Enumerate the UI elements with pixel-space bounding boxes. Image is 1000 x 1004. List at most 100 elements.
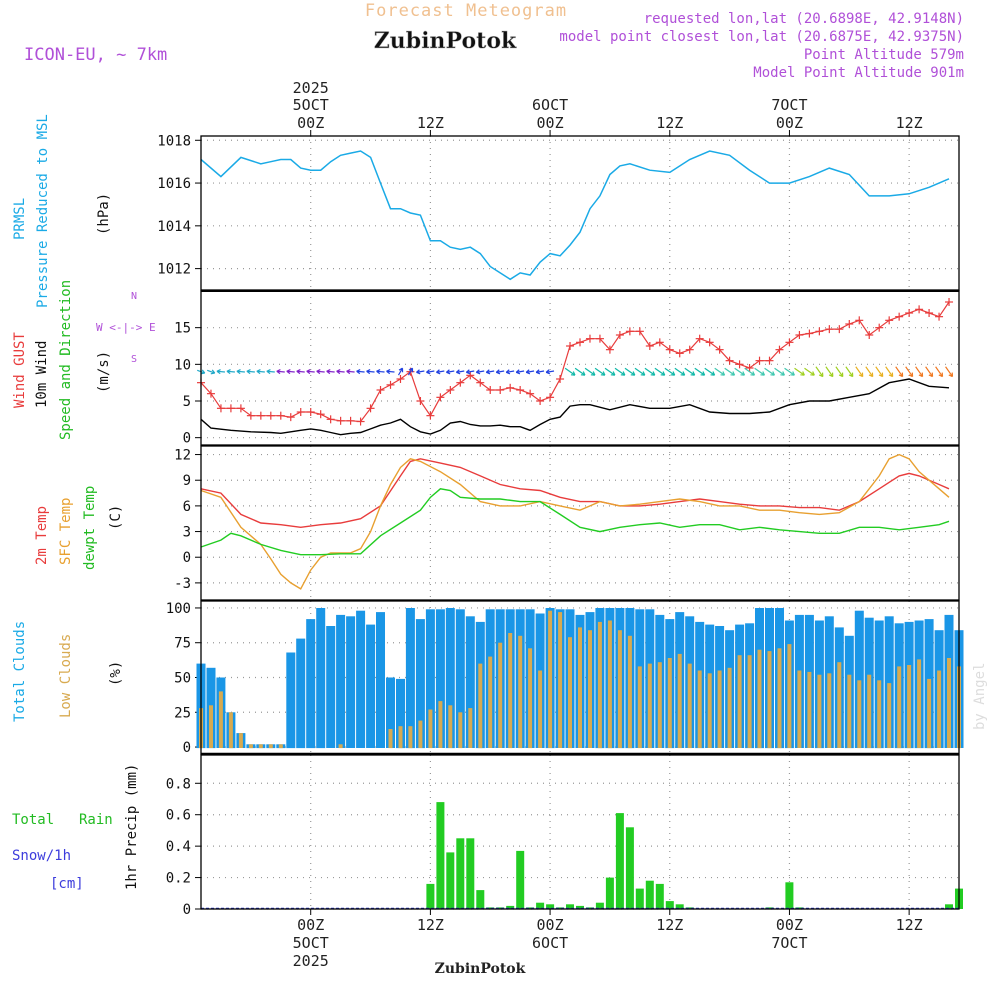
- low-cloud-bar: [438, 701, 442, 748]
- low-cloud-bar: [768, 651, 772, 748]
- low-cloud-bar: [867, 675, 871, 748]
- precip-label-axis: 1hr Precip (mm): [124, 764, 140, 890]
- precip-ytick-label: 0.8: [166, 776, 191, 792]
- low-cloud-bar: [797, 671, 801, 749]
- top-tick-hour: 12Z: [896, 114, 923, 132]
- bottom-tick-date: 7OCT: [771, 934, 807, 952]
- credit-watermark: by Angel: [972, 663, 988, 730]
- requested-coords: requested lon,lat (20.6898E, 42.9148N): [644, 11, 964, 27]
- temperature-ytick-label: 6: [183, 499, 191, 515]
- pressure-label-unit: (hPa): [96, 193, 112, 235]
- low-cloud-bar: [568, 637, 572, 748]
- footer-location: ZubinPotok: [435, 961, 526, 977]
- low-cloud-bar: [558, 612, 562, 748]
- rain-bar: [516, 851, 524, 909]
- low-cloud-bar: [588, 630, 592, 748]
- low-cloud-bar: [827, 673, 831, 748]
- low-cloud-bar: [448, 705, 452, 748]
- low-cloud-bar: [917, 659, 921, 748]
- rain-bar: [426, 884, 434, 909]
- temperature-ytick-label: 0: [183, 550, 191, 566]
- low-cloud-bar: [428, 710, 432, 749]
- wind-label-gust: Wind GUST: [12, 332, 28, 408]
- wind-label-10m: 10m Wind: [34, 341, 50, 408]
- top-tick-date: 6OCT: [532, 96, 568, 114]
- top-tick-year: 2025: [293, 79, 329, 97]
- low-cloud-bar: [947, 658, 951, 748]
- low-cloud-bar: [508, 633, 512, 748]
- precip-label-cm: [cm]: [50, 876, 84, 892]
- low-cloud-bar: [758, 650, 762, 748]
- wind-ytick-label: 0: [183, 431, 191, 447]
- low-cloud-bar: [528, 648, 532, 748]
- low-cloud-bar: [618, 630, 622, 748]
- temp-label-unit: (C): [108, 505, 124, 530]
- compass-s: S: [131, 354, 137, 365]
- low-cloud-bar: [778, 648, 782, 748]
- low-cloud-bar: [259, 744, 263, 748]
- bottom-tick-year: 2025: [293, 952, 329, 970]
- low-cloud-bar: [249, 744, 253, 748]
- low-cloud-bar: [708, 673, 712, 748]
- rain-bar: [785, 882, 793, 909]
- low-cloud-bar: [907, 665, 911, 748]
- low-cloud-bar: [478, 664, 482, 749]
- precip-ytick-label: 0: [183, 902, 191, 918]
- low-cloud-bar: [518, 636, 522, 748]
- product-title: Forecast Meteogram: [365, 1, 567, 21]
- clouds-ytick-label: 0: [183, 740, 191, 756]
- wind-ytick-label: 10: [174, 357, 191, 373]
- wind-ytick-label: 15: [174, 321, 191, 337]
- total-cloud-bar: [366, 625, 375, 748]
- rain-bar: [656, 884, 664, 909]
- point-altitude: Point Altitude 579m: [804, 47, 964, 63]
- pressure-ytick-label: 1016: [157, 176, 191, 192]
- pressure-label-msl: Pressure Reduced to MSL: [35, 114, 51, 308]
- temp-label-sfc: SFC Temp: [58, 498, 74, 565]
- low-cloud-bar: [718, 671, 722, 749]
- total-cloud-bar: [326, 626, 335, 748]
- low-cloud-bar: [638, 666, 642, 748]
- precip-ytick-label: 0.2: [166, 871, 191, 887]
- low-cloud-bar: [847, 675, 851, 748]
- low-cloud-bar: [598, 622, 602, 748]
- top-tick-hour: 00Z: [776, 114, 803, 132]
- rain-bar: [466, 838, 474, 909]
- precip-ytick-label: 0.6: [166, 808, 191, 824]
- total-cloud-bar: [376, 612, 385, 748]
- clouds-ytick-label: 50: [174, 671, 191, 687]
- low-cloud-bar: [887, 683, 891, 748]
- clouds-ytick-label: 25: [174, 705, 191, 721]
- top-tick-date: 5OCT: [293, 96, 329, 114]
- low-cloud-bar: [209, 705, 213, 748]
- pressure-ytick-label: 1014: [157, 219, 191, 235]
- temperature-ytick-label: 12: [174, 448, 191, 464]
- wind-label-speed-dir: Speed and Direction: [58, 280, 74, 440]
- low-cloud-bar: [738, 655, 742, 748]
- low-cloud-bar: [468, 708, 472, 748]
- compass-n: N: [131, 291, 137, 302]
- low-cloud-bar: [807, 672, 811, 748]
- low-cloud-bar: [418, 721, 422, 748]
- bottom-tick-date: 5OCT: [293, 934, 329, 952]
- bottom-tick-hour: 00Z: [776, 916, 803, 934]
- low-cloud-bar: [578, 627, 582, 748]
- rain-bar: [626, 827, 634, 909]
- rain-bar: [446, 852, 454, 909]
- clouds-ytick-label: 75: [174, 636, 191, 652]
- total-cloud-bar: [286, 653, 295, 749]
- temp-label-2m: 2m Temp: [34, 506, 50, 565]
- top-tick-hour: 00Z: [297, 114, 324, 132]
- low-cloud-bar: [408, 726, 412, 748]
- low-cloud-bar: [857, 680, 861, 748]
- temp-label-dewpt: dewpt Temp: [82, 486, 98, 570]
- bottom-tick-date: 6OCT: [532, 934, 568, 952]
- low-cloud-bar: [279, 744, 283, 748]
- precip-label-total: Total: [12, 812, 54, 828]
- low-cloud-bar: [229, 712, 233, 748]
- bottom-tick-hour: 12Z: [417, 916, 444, 934]
- low-cloud-bar: [688, 664, 692, 749]
- temperature-ytick-label: 3: [183, 525, 191, 541]
- top-tick-hour: 12Z: [656, 114, 683, 132]
